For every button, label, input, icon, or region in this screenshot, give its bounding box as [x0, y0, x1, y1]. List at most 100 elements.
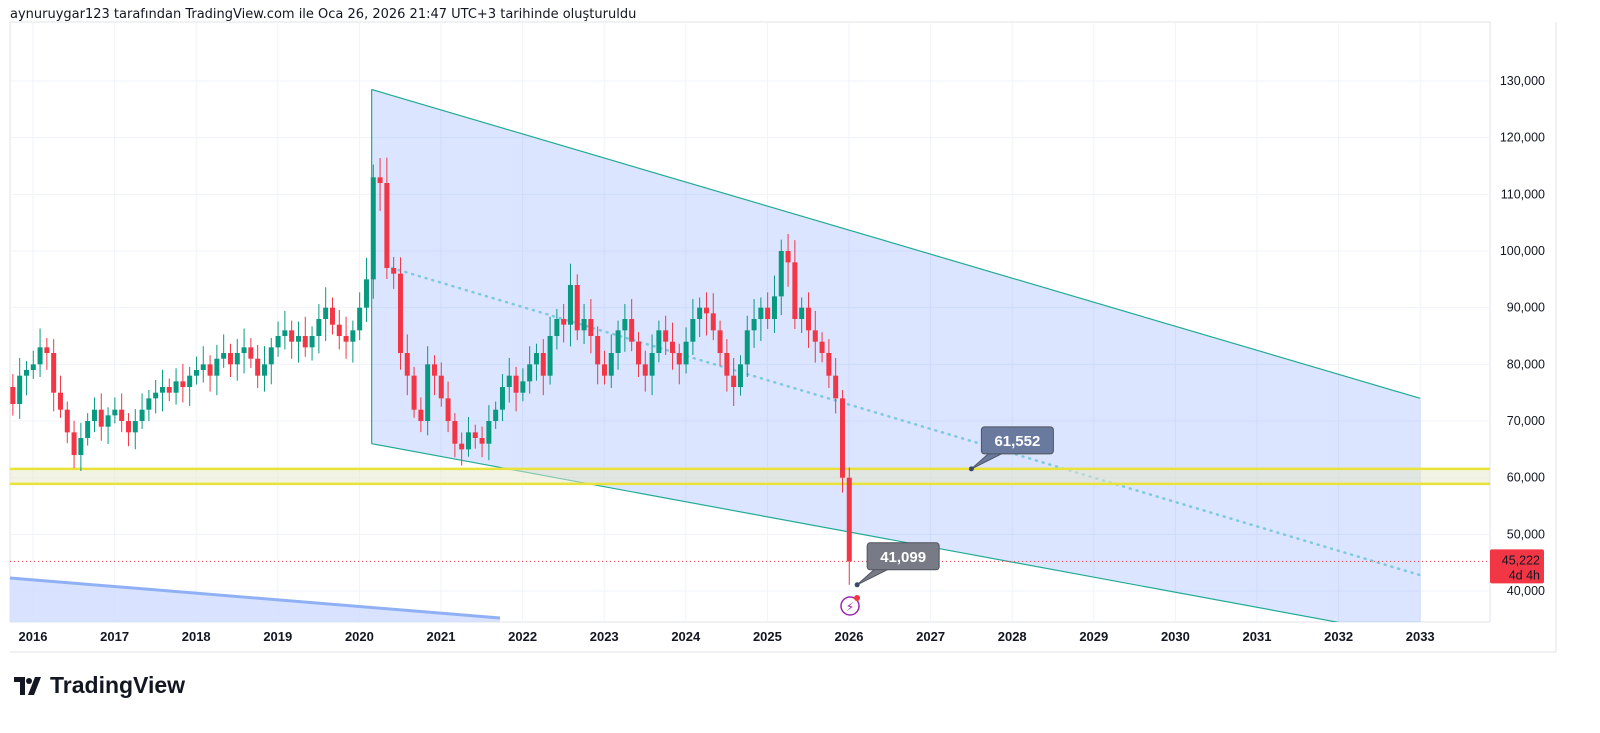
- candle: [465, 416, 471, 457]
- candle: [200, 346, 206, 383]
- candle-body: [581, 319, 587, 331]
- candle-body: [452, 421, 458, 444]
- candle-body: [635, 341, 641, 365]
- y-tick-label: 110,000: [1501, 187, 1545, 201]
- candle: [676, 343, 682, 385]
- x-tick-label: 2029: [1079, 629, 1108, 644]
- candle: [493, 401, 499, 429]
- candle: [499, 374, 505, 422]
- x-tick-label: 2021: [427, 629, 456, 644]
- candle: [282, 310, 288, 350]
- candle-body: [669, 341, 675, 354]
- candle-body: [561, 319, 567, 325]
- candle: [37, 328, 43, 378]
- candle: [608, 334, 614, 389]
- candle: [98, 393, 104, 441]
- x-tick-label: 2020: [345, 629, 374, 644]
- candle: [635, 332, 641, 378]
- candle-body: [173, 381, 179, 393]
- candle-body: [357, 307, 363, 331]
- candle: [261, 346, 267, 392]
- candle-body: [200, 364, 206, 371]
- candle-body: [302, 336, 308, 348]
- y-tick-label: 60,000: [1507, 471, 1545, 485]
- candle-body: [799, 307, 805, 320]
- candle-body: [676, 353, 682, 365]
- candle-body: [622, 319, 628, 331]
- candle: [316, 304, 322, 354]
- candle-body: [343, 336, 349, 342]
- candle-body: [445, 398, 451, 422]
- candle-body: [30, 364, 36, 371]
- x-tick-label: 2022: [508, 629, 537, 644]
- candle: [778, 239, 784, 316]
- candle-body: [737, 364, 743, 388]
- candle-body: [207, 364, 213, 376]
- candle: [785, 234, 791, 287]
- candle-body: [520, 381, 526, 393]
- candle-body: [105, 415, 111, 427]
- candle-body: [479, 438, 485, 444]
- candle-body: [431, 364, 437, 376]
- candle-body: [37, 347, 43, 365]
- callout-box: [980, 426, 1054, 455]
- candle: [540, 339, 546, 396]
- candle: [234, 339, 240, 381]
- candle-body: [683, 341, 689, 365]
- candle-body: [567, 285, 573, 325]
- candle-body: [615, 330, 621, 354]
- candle-body: [323, 307, 329, 320]
- candle-body: [23, 370, 29, 376]
- candle-body: [649, 353, 655, 376]
- candle: [91, 397, 97, 433]
- candle-body: [663, 330, 669, 342]
- candle-body: [295, 336, 301, 342]
- candle-body: [241, 347, 247, 354]
- candle-body: [697, 307, 703, 320]
- callout-anchor: [968, 466, 974, 472]
- candle-body: [329, 307, 335, 325]
- candle-body: [391, 268, 397, 274]
- candle-body: [370, 177, 376, 280]
- candle-body: [78, 438, 84, 456]
- candle-body: [724, 353, 730, 376]
- candle-body: [234, 353, 240, 365]
- candle-body: [642, 364, 648, 376]
- candle: [765, 292, 771, 329]
- candle-body: [316, 319, 322, 337]
- candle: [724, 339, 730, 392]
- candle-body: [438, 375, 444, 399]
- candle-body: [758, 307, 764, 320]
- candle-body: [418, 409, 424, 422]
- candle: [159, 369, 165, 412]
- candle-body: [554, 319, 560, 337]
- event-icon[interactable]: ⚡: [840, 595, 860, 616]
- candle: [343, 316, 349, 359]
- candle-body: [289, 330, 295, 342]
- candle: [78, 422, 84, 471]
- last-price-value: 45,222: [1502, 553, 1540, 567]
- candle-body: [4, 387, 9, 391]
- candle-body: [57, 392, 63, 410]
- candle: [581, 304, 587, 344]
- candle: [404, 334, 410, 396]
- candle-body: [805, 307, 811, 331]
- candle-body: [85, 421, 91, 439]
- x-tick-label: 2033: [1406, 629, 1435, 644]
- candle-body: [214, 358, 220, 376]
- candle-body: [540, 353, 546, 376]
- candle-body: [363, 279, 369, 308]
- candle: [690, 299, 696, 356]
- callout-pointer: [856, 568, 890, 586]
- candle-body: [221, 353, 227, 359]
- candle: [173, 368, 179, 405]
- candle: [642, 350, 648, 392]
- candle-body: [710, 313, 716, 331]
- candle-body: [513, 375, 519, 393]
- tradingview-logo-icon: [14, 676, 41, 695]
- x-tick-label: 2025: [753, 629, 782, 644]
- candle: [703, 292, 709, 336]
- tradingview-logo[interactable]: TradingView: [14, 672, 185, 699]
- candle: [588, 299, 594, 354]
